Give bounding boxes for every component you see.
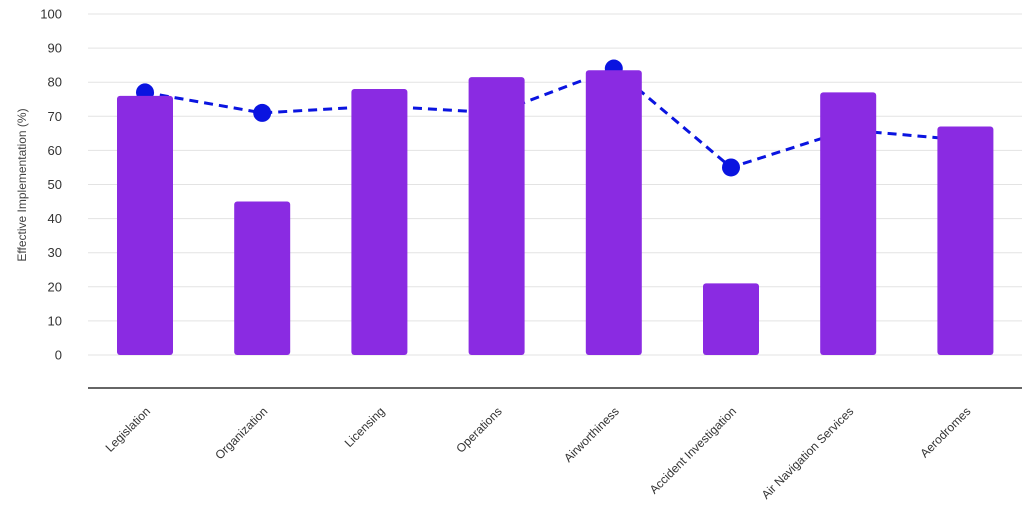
x-tick-label: Licensing (342, 404, 388, 450)
y-tick-label: 70 (48, 109, 62, 124)
y-tick-label: 100 (40, 7, 62, 22)
bar (937, 126, 994, 355)
x-tick-label: Airworthiness (561, 404, 622, 465)
grid-layer (88, 13, 1022, 356)
y-axis-ticks: 0 10 20 30 40 50 60 70 80 90 100 (40, 7, 62, 363)
bar-series (117, 70, 994, 356)
y-tick-label: 80 (48, 75, 62, 90)
y-tick-label: 50 (48, 177, 62, 192)
y-tick-label: 10 (48, 313, 62, 328)
bar (234, 201, 291, 355)
series-line (144, 67, 966, 169)
x-tick-label: Legislation (103, 404, 153, 454)
y-tick-label: 30 (48, 245, 62, 260)
line-point (722, 158, 740, 177)
bar (820, 92, 877, 356)
y-tick-label: 0 (55, 348, 62, 363)
x-tick-label: Operations (453, 404, 504, 455)
x-tick-label: Organization (212, 404, 270, 462)
bar (351, 89, 408, 356)
y-tick-label: 60 (48, 143, 62, 158)
x-tick-label: Accident Investigation (647, 404, 739, 496)
y-tick-label: 40 (48, 211, 62, 226)
line-point (253, 103, 272, 122)
y-tick-label: 20 (48, 279, 62, 294)
bar (703, 283, 759, 355)
bar (468, 77, 525, 356)
x-tick-label: Air Navigation Services (759, 404, 857, 502)
x-axis-ticks: Legislation Organization Licensing Operatio… (103, 404, 974, 502)
bar (117, 95, 173, 355)
bar (585, 70, 642, 355)
y-tick-label: 90 (48, 41, 62, 56)
x-tick-label: Aerodromes (917, 404, 973, 460)
y-axis-label: Effective Implementation (%) (15, 108, 29, 261)
